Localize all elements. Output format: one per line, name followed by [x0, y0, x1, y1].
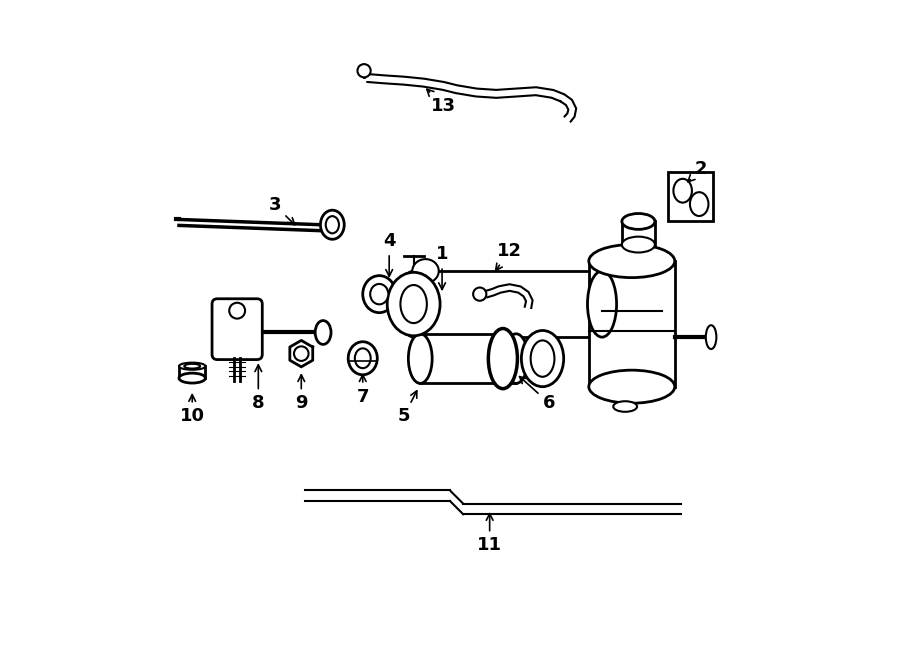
Text: 13: 13 — [427, 89, 456, 115]
Circle shape — [230, 303, 245, 319]
Text: 8: 8 — [252, 365, 265, 412]
Text: 4: 4 — [382, 232, 395, 276]
Ellipse shape — [387, 272, 440, 336]
Ellipse shape — [370, 284, 389, 304]
Text: 10: 10 — [180, 395, 204, 426]
Ellipse shape — [184, 364, 200, 369]
Bar — [668, 172, 713, 221]
Polygon shape — [290, 340, 312, 367]
Ellipse shape — [400, 285, 427, 323]
Text: 6: 6 — [519, 377, 555, 412]
Ellipse shape — [531, 340, 554, 377]
Text: 11: 11 — [477, 514, 502, 555]
Text: 3: 3 — [268, 196, 294, 225]
Ellipse shape — [409, 334, 432, 383]
FancyBboxPatch shape — [212, 299, 262, 360]
Circle shape — [357, 64, 371, 77]
Text: 1: 1 — [436, 245, 448, 290]
Ellipse shape — [589, 245, 675, 278]
Bar — [589, 261, 675, 387]
Bar — [420, 334, 516, 383]
Text: 7: 7 — [356, 375, 369, 406]
Ellipse shape — [588, 271, 617, 337]
Text: 5: 5 — [398, 391, 417, 426]
Text: 9: 9 — [295, 375, 308, 412]
Ellipse shape — [179, 363, 205, 369]
Ellipse shape — [489, 329, 518, 389]
Text: 2: 2 — [688, 159, 707, 182]
Bar — [179, 366, 205, 378]
Bar — [622, 221, 655, 245]
Ellipse shape — [179, 373, 205, 383]
Ellipse shape — [326, 216, 339, 233]
Ellipse shape — [412, 259, 439, 283]
Circle shape — [473, 288, 486, 301]
Bar — [414, 271, 602, 337]
Ellipse shape — [622, 214, 655, 229]
Text: 12: 12 — [496, 242, 522, 270]
Ellipse shape — [690, 192, 708, 216]
Ellipse shape — [673, 178, 692, 202]
Ellipse shape — [706, 325, 716, 349]
Ellipse shape — [363, 276, 396, 313]
Ellipse shape — [589, 370, 675, 403]
Ellipse shape — [320, 210, 344, 239]
Ellipse shape — [315, 321, 331, 344]
Ellipse shape — [399, 271, 428, 337]
Ellipse shape — [348, 342, 377, 375]
Ellipse shape — [613, 401, 637, 412]
Ellipse shape — [504, 334, 528, 383]
Circle shape — [294, 346, 309, 361]
Ellipse shape — [355, 348, 371, 368]
Ellipse shape — [521, 330, 563, 387]
Ellipse shape — [622, 237, 655, 253]
